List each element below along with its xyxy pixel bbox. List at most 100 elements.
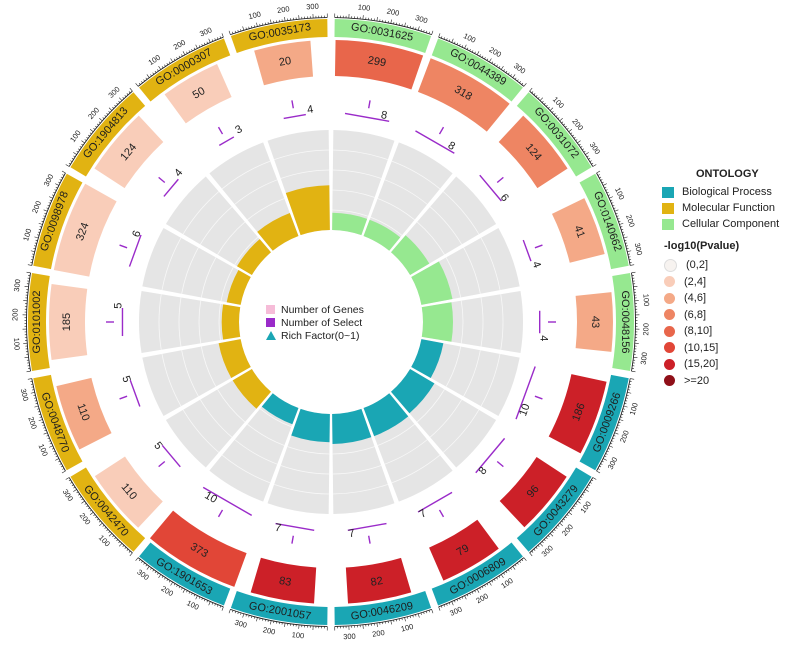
axis-tick	[71, 157, 74, 160]
axis-tick	[531, 91, 534, 94]
legend-pvalue-dot	[664, 342, 675, 354]
legend-pvalue-label: (8,10]	[684, 325, 713, 338]
grid-line	[234, 439, 278, 465]
grid-line	[221, 160, 271, 190]
genes-bar	[94, 456, 163, 528]
axis-tick	[43, 209, 48, 212]
select-mark	[158, 460, 166, 468]
rich-factor-bar	[261, 393, 299, 425]
axis-line	[68, 90, 133, 167]
axis-tick	[284, 622, 286, 628]
legend-pvalue-dot	[664, 325, 675, 337]
select-mark	[291, 535, 295, 544]
axis-tick	[42, 424, 45, 426]
axis-tick-label: 100	[578, 499, 593, 514]
axis-tick	[38, 413, 41, 416]
legend-swatch	[662, 186, 674, 198]
axis-tick	[193, 594, 196, 597]
axis-tick	[104, 527, 107, 529]
select-mark	[291, 100, 295, 109]
genes-label: 43	[589, 316, 601, 328]
axis-tick	[573, 505, 576, 508]
axis-tick-label: 200	[474, 591, 489, 605]
grid-line	[274, 149, 329, 161]
axis-tick	[141, 81, 143, 84]
axis-tick	[415, 27, 417, 30]
axis-tick-label: 200	[172, 38, 187, 52]
grid-line	[199, 399, 233, 438]
axis-tick	[573, 136, 576, 139]
grid-line	[500, 294, 504, 350]
axis-tick	[168, 580, 171, 583]
axis-tick	[521, 82, 524, 85]
axis-tick	[496, 577, 498, 580]
axis-tick	[583, 491, 586, 494]
axis-tick	[49, 196, 53, 199]
axis-tick	[491, 61, 494, 64]
axis-tick	[61, 170, 66, 174]
axis-tick	[625, 242, 628, 244]
axis-tick	[26, 271, 31, 274]
genes-bar	[149, 510, 247, 587]
axis-tick	[106, 529, 109, 531]
axis-tick	[599, 465, 602, 468]
axis-tick-label: 300	[639, 352, 649, 365]
legend-ontology-item: Biological Process	[662, 184, 792, 200]
grid-line	[370, 216, 403, 236]
axis-tick	[126, 548, 129, 551]
legend-pvalue-item: (8,10]	[662, 323, 792, 340]
axis-tick	[533, 93, 536, 96]
axis-tick	[37, 408, 40, 410]
axis-tick	[251, 25, 253, 29]
genes-bar	[254, 40, 314, 86]
axis-tick	[616, 215, 619, 217]
legend-pvalue-item: >=20	[662, 373, 792, 390]
grid-line	[332, 209, 369, 217]
axis-line	[529, 90, 594, 167]
sector-divider	[163, 224, 253, 278]
axis-line	[438, 36, 525, 87]
axis-tick	[577, 140, 581, 144]
sector-divider	[409, 224, 499, 278]
axis-tick	[498, 66, 501, 69]
axis-tick-label: 100	[357, 3, 370, 13]
genes-label: 110	[74, 402, 91, 423]
axis-tick-label: 100	[37, 442, 50, 457]
axis-tick	[426, 30, 428, 33]
axis-tick	[591, 162, 594, 165]
axis-tick	[52, 448, 55, 450]
axis-tick	[170, 581, 173, 586]
axis-tick-label: 100	[12, 337, 22, 350]
genes-bar	[94, 115, 164, 189]
rich-background	[332, 130, 395, 236]
sector-divider	[140, 336, 242, 357]
axis-tick	[575, 503, 578, 505]
legend-pvalue-label: (2,4]	[684, 275, 707, 288]
axis-tick	[122, 545, 125, 547]
center-legend-label: Number of Select	[281, 317, 362, 329]
select-mark	[347, 522, 387, 532]
genes-layer: 2993181244143186967982833731101101853241…	[48, 40, 613, 604]
grid-line	[416, 389, 445, 423]
rich-factor-layer	[218, 185, 454, 444]
grid-line	[200, 257, 217, 298]
grid-line	[332, 189, 375, 198]
axis-tick	[461, 596, 464, 599]
axis-tick	[55, 455, 58, 458]
genes-bar	[53, 183, 117, 277]
genes-label: 20	[278, 55, 292, 69]
axis-tick	[191, 48, 193, 52]
sector-divider	[263, 407, 302, 504]
axis-tick	[98, 520, 101, 523]
rich-factor-bar	[218, 339, 251, 378]
axis-tick	[152, 72, 155, 75]
select-mark	[438, 126, 445, 135]
axis-tick-label: 200	[10, 308, 19, 321]
axis-tick	[440, 36, 443, 39]
axis-tick	[65, 164, 70, 167]
axis-tick	[30, 392, 35, 394]
select-mark	[417, 491, 453, 513]
axis-tick-label: 300	[61, 487, 75, 502]
axis-tick-label: 200	[160, 584, 175, 598]
axis-tick	[154, 571, 157, 574]
